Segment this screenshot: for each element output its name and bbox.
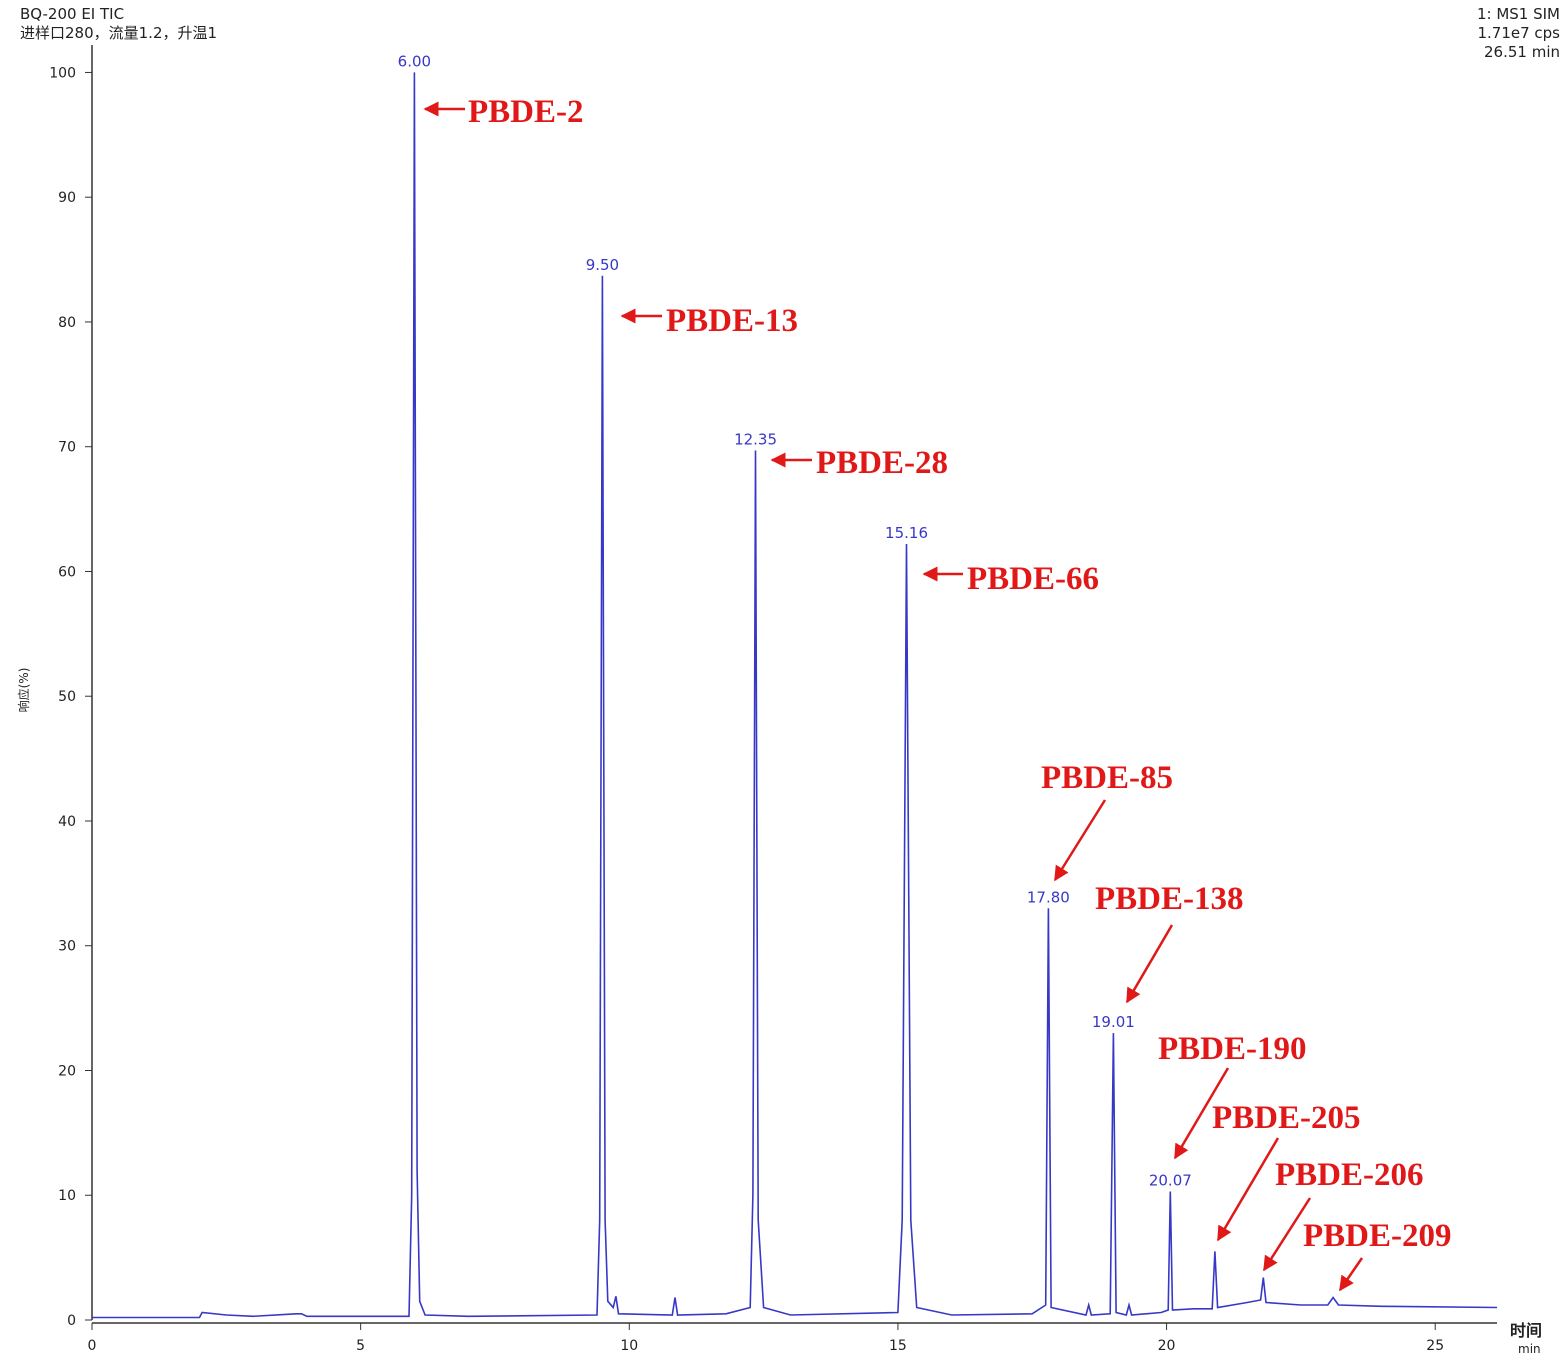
annotation: PBDE-66	[967, 561, 1099, 597]
y-tick-label: 30	[58, 939, 76, 955]
peak-label: 9.50	[586, 256, 619, 274]
y-tick-label: 10	[58, 1188, 76, 1204]
x-tick-label: 10	[620, 1338, 638, 1354]
annotation: PBDE-206	[1275, 1157, 1424, 1193]
annotation: PBDE-13	[666, 303, 798, 339]
annotation: PBDE-138	[1095, 881, 1244, 917]
y-tick-label: 20	[58, 1063, 76, 1079]
chart-subtitle: 进样口280，流量1.2，升温1	[20, 24, 217, 42]
annotation: PBDE-209	[1303, 1218, 1452, 1254]
x-axis-label: 时间	[1510, 1321, 1542, 1340]
annotation-arrow	[1125, 924, 1174, 1004]
info: 1: MS1 SIM	[1477, 5, 1560, 23]
y-tick-label: 90	[58, 190, 76, 206]
x-tick-label: 15	[889, 1338, 907, 1354]
annotation: PBDE-85	[1041, 760, 1173, 796]
annotation: PBDE-2	[468, 94, 584, 130]
peak-label: 6.00	[398, 52, 431, 70]
y-tick-label: 80	[58, 315, 76, 331]
y-tick-label: 0	[67, 1313, 76, 1329]
peak-label: 15.16	[885, 524, 928, 542]
peak-label: 19.01	[1092, 1013, 1135, 1031]
x-axis-unit: min	[1518, 1342, 1541, 1356]
x-tick-label: 25	[1426, 1338, 1444, 1354]
chart-title: BQ-200 EI TIC	[20, 5, 124, 23]
peak-label: 12.35	[734, 430, 777, 448]
annotation-arrow	[1216, 1137, 1280, 1242]
info: 1.71e7 cps	[1477, 24, 1560, 42]
annotation-arrow	[1338, 1257, 1364, 1292]
annotation-arrow	[1173, 1067, 1230, 1160]
annotation: PBDE-28	[816, 445, 948, 481]
annotation-arrow	[1053, 799, 1107, 882]
x-tick-label: 5	[356, 1338, 365, 1354]
annotation: PBDE-190	[1158, 1031, 1307, 1067]
x-tick-label: 0	[88, 1338, 97, 1354]
y-tick-label: 40	[58, 814, 76, 830]
annotation-arrow	[1262, 1197, 1312, 1272]
y-tick-label: 100	[49, 65, 76, 81]
peak-label: 17.80	[1027, 888, 1070, 906]
trace	[92, 72, 1498, 1319]
y-tick-label: 70	[58, 440, 76, 456]
annotation: PBDE-205	[1212, 1100, 1361, 1136]
peak-label: 20.07	[1149, 1172, 1192, 1190]
x-tick-label: 20	[1158, 1338, 1176, 1354]
y-axis-label: 响应(%)	[16, 668, 31, 713]
y-tick-label: 60	[58, 564, 76, 580]
info: 26.51 min	[1484, 43, 1560, 61]
y-tick-label: 50	[58, 689, 76, 705]
